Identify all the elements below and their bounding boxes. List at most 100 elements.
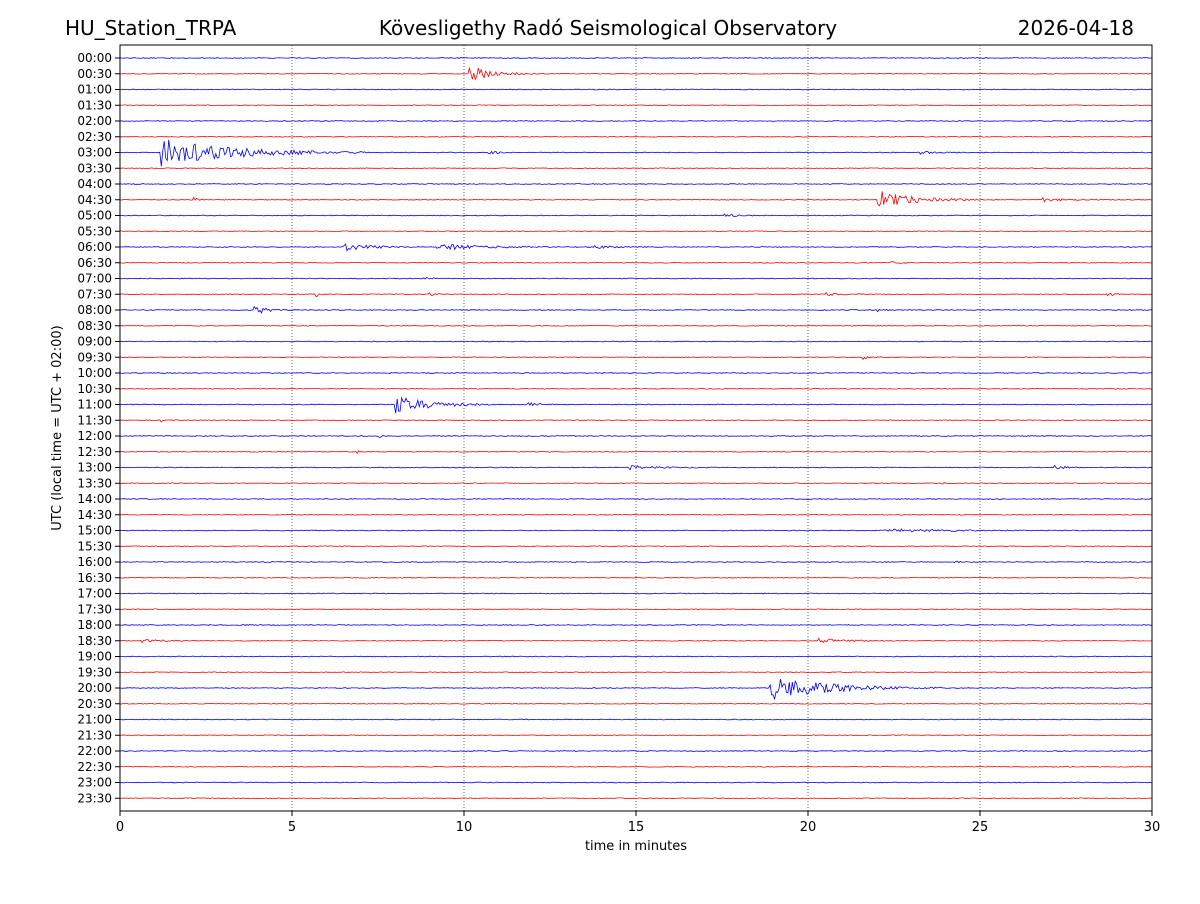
trace-line [119,655,1153,658]
y-tick-label: 09:00 [77,335,112,349]
trace-line [120,372,1153,374]
trace-line [119,498,1153,500]
trace-line [119,702,1153,705]
trace-line [119,191,1152,207]
trace-line [119,513,1153,516]
trace-line [120,230,1152,233]
y-tick-label: 16:30 [77,571,112,585]
y-tick-label: 23:30 [77,791,112,805]
y-tick-label: 00:30 [77,67,112,81]
y-tick-label: 17:00 [77,587,112,601]
grid-lines [291,45,981,811]
y-tick-label: 21:00 [77,713,112,727]
trace-line [119,781,1153,784]
trace-line [119,528,1153,533]
y-tick-label: 11:30 [77,413,112,427]
trace-line [119,213,1152,217]
y-tick-label: 05:30 [77,224,112,238]
trace-line [119,576,1153,579]
y-tick-label: 20:30 [77,697,112,711]
chart-title-observatory: Kövesligethy Radó Seismological Observat… [379,16,837,40]
y-tick-label: 15:00 [77,524,112,538]
x-tick-label: 30 [1144,820,1161,835]
trace-line [119,243,1153,252]
y-tick-label: 13:30 [77,476,112,490]
trace-line [119,435,1153,438]
trace-line [119,797,1153,800]
x-tick-label: 15 [628,820,645,835]
trace-line [119,104,1153,107]
x-tick-label: 10 [456,820,473,835]
y-tick-label: 22:00 [77,744,112,758]
y-tick-label: 13:00 [77,461,112,475]
y-tick-label: 20:00 [77,681,112,695]
y-tick-label: 17:30 [77,602,112,616]
trace-line [119,464,1153,471]
y-tick-label: 01:30 [77,98,112,112]
y-tick-label: 23:00 [77,776,112,790]
y-tick-label: 15:30 [77,539,112,553]
y-tick-label: 16:00 [77,555,112,569]
y-tick-label: 08:30 [77,319,112,333]
y-tick-label: 07:30 [77,287,112,301]
trace-line [119,135,1153,138]
y-tick-label: 05:00 [77,209,112,223]
trace-line [119,355,1153,361]
y-tick-label: 00:00 [77,51,112,65]
trace-line [120,679,1152,701]
y-tick-label: 19:30 [77,665,112,679]
trace-line [119,450,1153,455]
y-tick-label: 06:00 [77,240,112,254]
y-tick-label: 19:00 [77,650,112,664]
trace-line [119,66,1152,81]
y-tick-label: 14:00 [77,492,112,506]
y-tick-label: 11:00 [77,398,112,412]
x-tick-label: 5 [288,820,296,835]
y-tick-label: 03:30 [77,161,112,175]
y-tick-label: 10:00 [77,366,112,380]
y-tick-label: 21:30 [77,728,112,742]
x-axis-ticks: 0 5 10 15 20 25 30 [116,811,1160,835]
y-tick-label: 07:00 [77,272,112,286]
trace-line [119,167,1153,170]
x-axis-label: time in minutes [585,839,687,854]
y-tick-label: 14:30 [77,508,112,522]
trace-line [120,387,1153,390]
trace-line [119,608,1153,611]
trace-line [119,291,1153,298]
chart-title-station: HU_Station_TRPA [65,16,237,40]
trace-line [119,545,1153,548]
trace-line [119,637,1153,644]
y-axis-label: UTC (local time = UTC + 02:00) [50,325,65,530]
chart-title-date: 2026-04-18 [1018,16,1134,40]
y-tick-label: 02:00 [77,114,112,128]
trace-line [119,183,1153,185]
trace-line [119,260,1153,264]
y-tick-label: 22:30 [77,760,112,774]
trace-line [119,481,1153,485]
trace-line [119,671,1153,674]
y-tick-label: 08:00 [77,303,112,317]
y-tick-label: 01:00 [77,83,112,97]
y-tick-label: 18:30 [77,634,112,648]
trace-line [119,277,1153,280]
trace-line [119,305,1153,314]
x-tick-label: 20 [800,820,817,835]
y-tick-label: 18:00 [77,618,112,632]
y-tick-label: 09:30 [77,350,112,364]
trace-line [119,592,1153,595]
trace-line [119,324,1153,327]
y-tick-label: 03:00 [77,146,112,160]
x-tick-label: 25 [972,820,989,835]
trace-line [119,624,1153,626]
y-tick-label: 12:30 [77,445,112,459]
y-tick-label: 04:00 [77,177,112,191]
trace-line [119,718,1153,721]
trace-line [119,340,1152,343]
x-tick-label: 0 [116,820,124,835]
trace-line [119,396,1153,414]
trace-line [119,419,1152,423]
y-tick-label: 02:30 [77,130,112,144]
